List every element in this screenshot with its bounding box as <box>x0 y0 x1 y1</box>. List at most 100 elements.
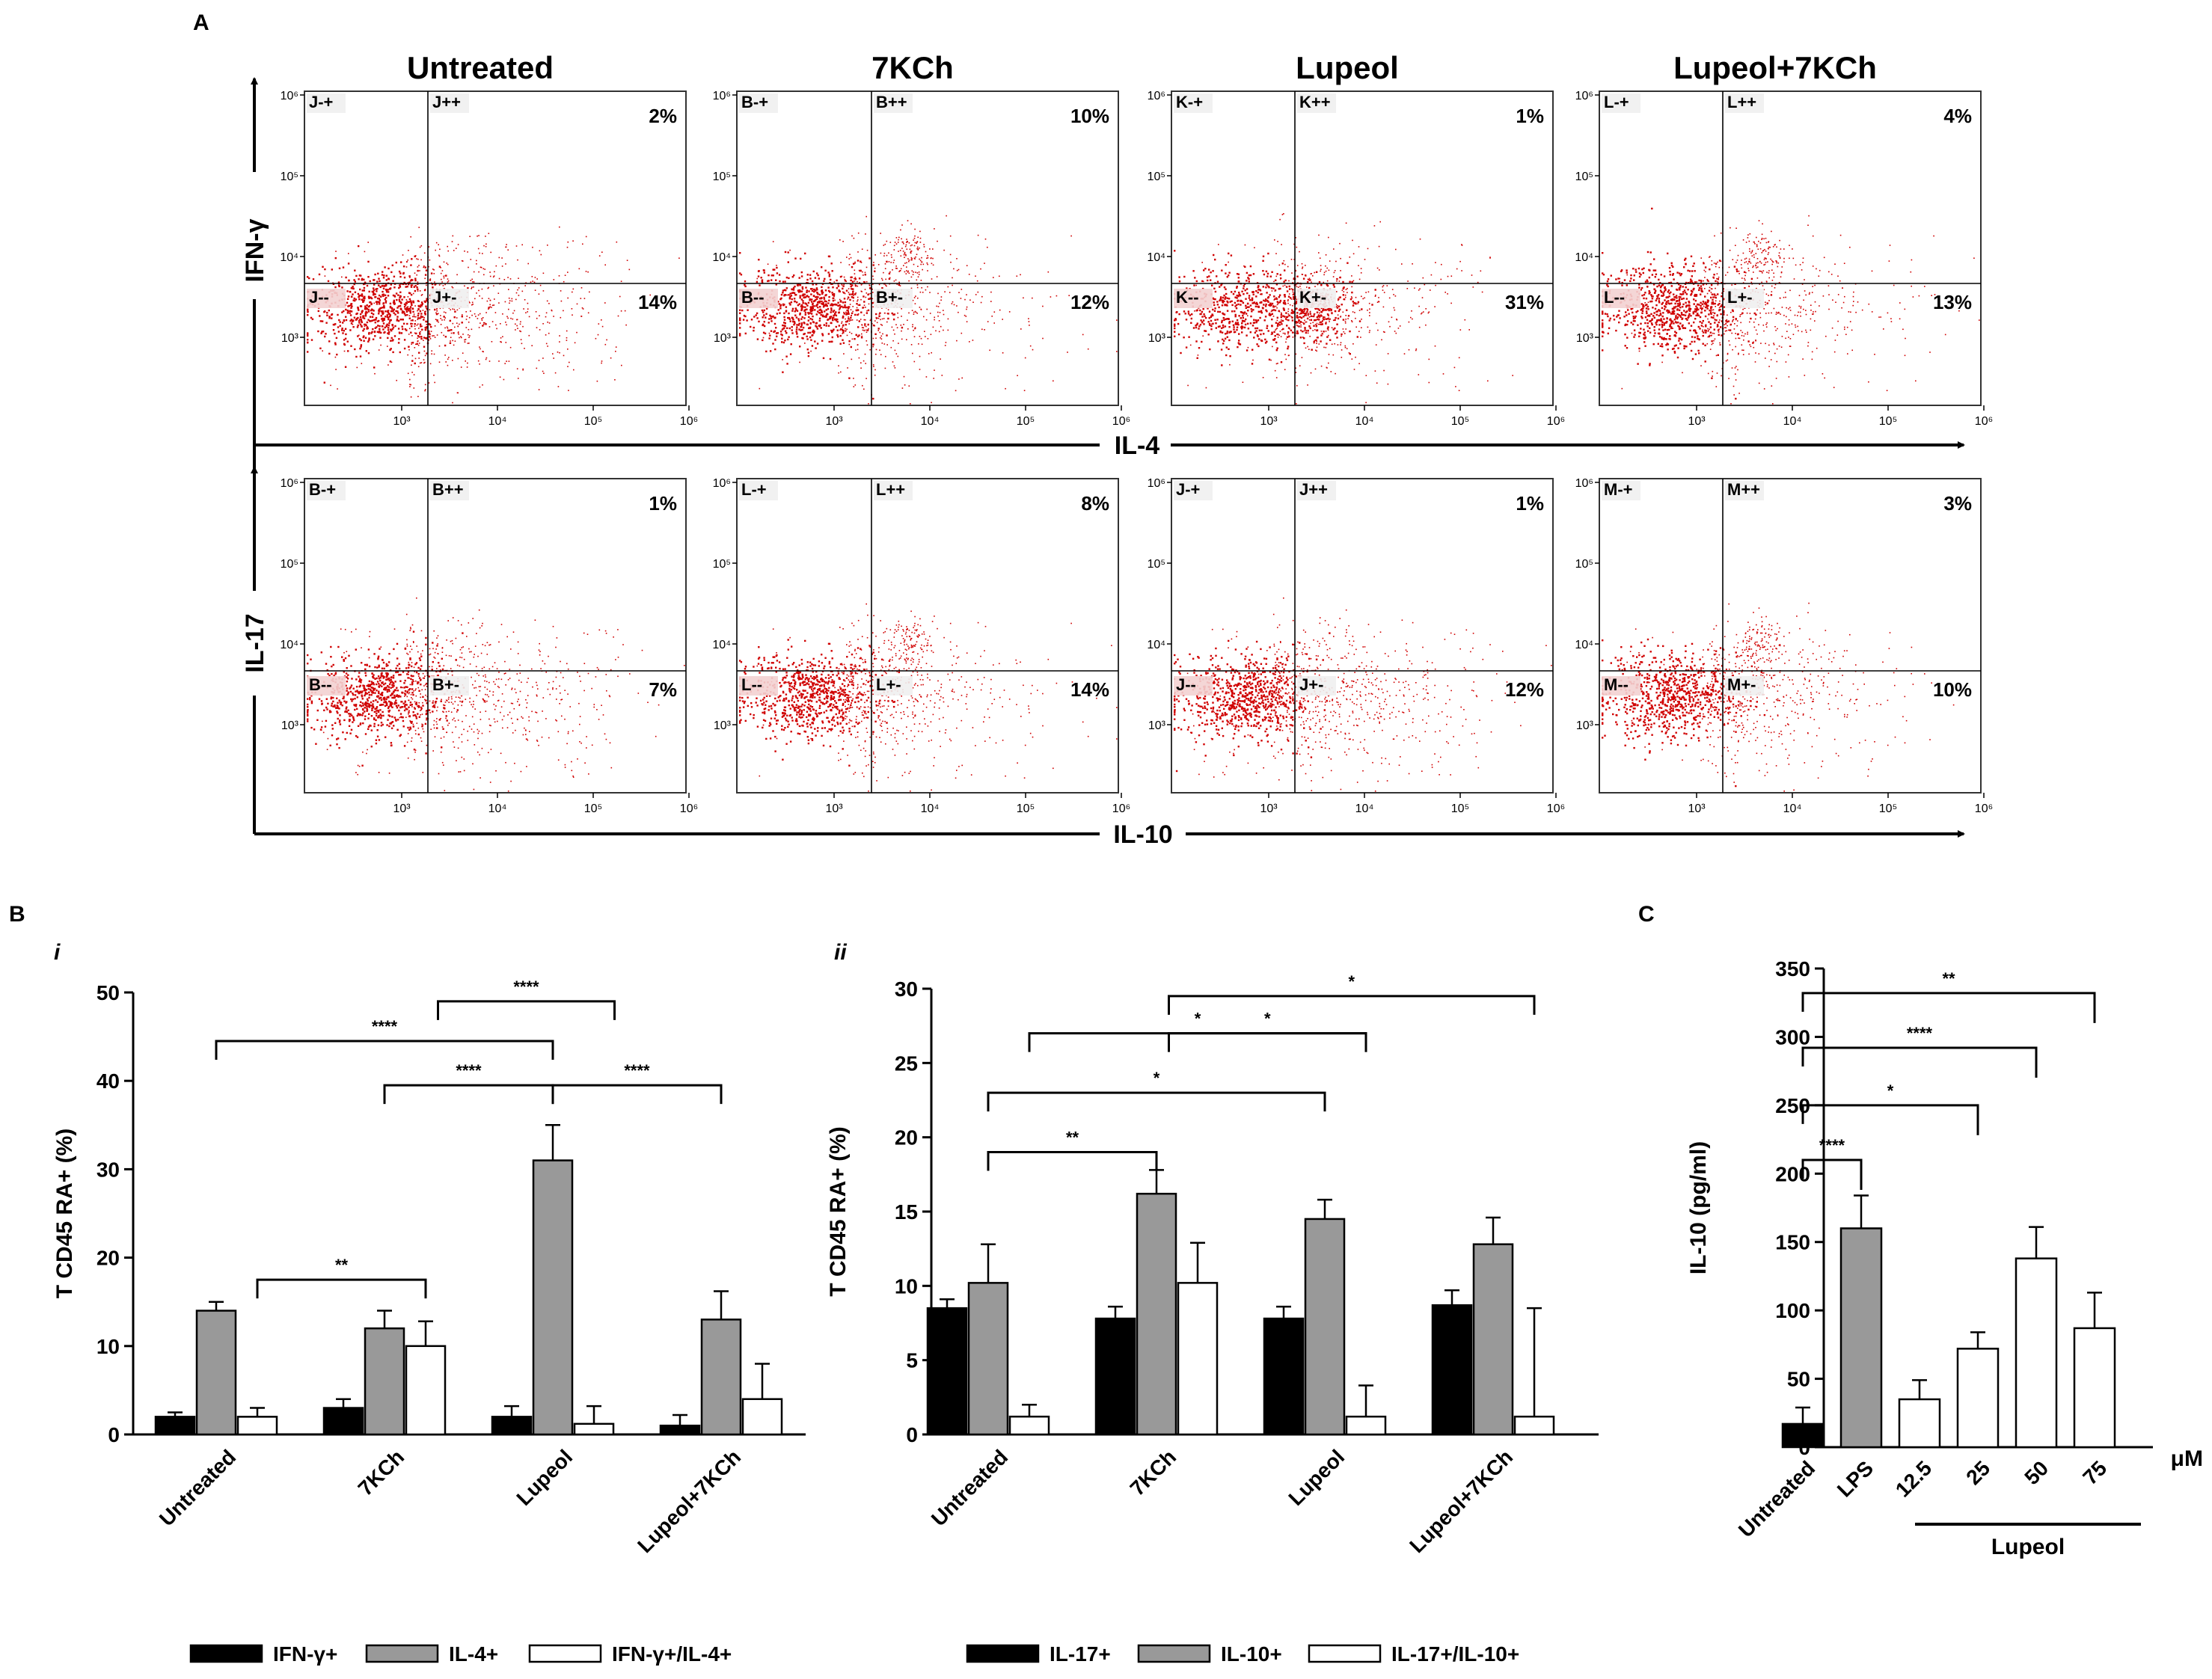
event-dot <box>793 321 796 323</box>
event-dot <box>1421 313 1422 315</box>
event-dot <box>1325 346 1327 349</box>
event-dot <box>1779 239 1780 242</box>
event-dot <box>1676 313 1679 316</box>
plot-frame <box>304 90 687 406</box>
x-tick-label: 10³ <box>825 415 843 428</box>
event-dot <box>1017 375 1018 376</box>
event-dot <box>434 337 436 338</box>
event-dot <box>1395 332 1397 334</box>
event-dot <box>940 296 943 298</box>
event-dot <box>359 313 362 316</box>
event-dot <box>854 338 856 340</box>
event-dot <box>1743 349 1744 352</box>
event-dot <box>824 269 827 271</box>
event-dot <box>1235 307 1238 310</box>
event-dot <box>1277 241 1278 242</box>
event-dot <box>1602 310 1604 313</box>
event-dot <box>508 289 509 290</box>
event-dot <box>1287 347 1289 350</box>
event-dot <box>1338 280 1341 282</box>
event-dot <box>840 371 842 373</box>
event-dot <box>804 306 806 308</box>
event-dot <box>450 329 453 331</box>
event-dot <box>1715 319 1718 322</box>
event-dot <box>411 342 413 343</box>
event-dot <box>852 292 854 294</box>
event-dot <box>1738 352 1739 354</box>
event-dot <box>739 312 741 314</box>
event-dot <box>848 293 851 295</box>
event-dot <box>1343 298 1346 301</box>
event-dot <box>1715 280 1717 283</box>
event-dot <box>1668 267 1671 269</box>
event-dot <box>1361 327 1362 328</box>
event-dot <box>903 243 904 245</box>
event-dot <box>758 259 760 261</box>
event-dot <box>890 262 892 263</box>
event-dot <box>379 325 381 328</box>
event-dot <box>864 323 866 325</box>
event-dot <box>363 335 365 337</box>
event-dot <box>566 340 568 341</box>
event-dot <box>1183 275 1186 278</box>
event-dot <box>1248 297 1251 299</box>
event-dot <box>1201 310 1204 313</box>
event-dot <box>987 321 989 322</box>
event-dot <box>1299 251 1300 253</box>
event-dot <box>1257 289 1260 291</box>
event-dot <box>1727 320 1730 322</box>
event-dot <box>1284 318 1287 320</box>
event-dot <box>527 308 529 310</box>
event-dot <box>864 274 866 276</box>
event-dot <box>1271 318 1273 321</box>
event-dot <box>744 280 747 283</box>
event-dot <box>1738 273 1740 274</box>
event-dot <box>485 358 487 360</box>
event-dot <box>405 299 408 301</box>
event-dot <box>1748 260 1750 263</box>
event-dot <box>1652 315 1655 317</box>
event-dot <box>598 255 601 257</box>
event-dot <box>469 335 471 337</box>
event-dot <box>424 301 426 303</box>
event-dot <box>424 266 426 268</box>
event-dot <box>412 300 414 302</box>
event-dot <box>910 257 913 259</box>
event-dot <box>1345 222 1347 224</box>
event-dot <box>382 290 384 293</box>
event-dot <box>521 343 523 345</box>
event-dot <box>352 293 354 295</box>
event-dot <box>1819 305 1820 307</box>
event-dot <box>1670 262 1673 264</box>
event-dot <box>1770 258 1771 260</box>
event-dot <box>1761 237 1763 239</box>
event-dot <box>1753 265 1754 267</box>
event-dot <box>1807 345 1809 347</box>
event-dot <box>1827 285 1830 286</box>
event-dot <box>417 307 420 310</box>
event-dot <box>1271 271 1273 273</box>
event-dot <box>485 357 488 359</box>
event-dot <box>396 307 399 309</box>
event-dot <box>1056 295 1058 297</box>
event-dot <box>972 340 974 341</box>
event-dot <box>815 326 818 328</box>
event-dot <box>1419 288 1421 289</box>
event-dot <box>1240 328 1243 330</box>
event-dot <box>1638 347 1640 350</box>
event-dot <box>1290 311 1293 313</box>
event-dot <box>1665 344 1667 346</box>
event-dot <box>1694 318 1697 320</box>
event-dot <box>1224 337 1227 340</box>
event-dot <box>1369 312 1370 313</box>
event-dot <box>443 277 445 279</box>
event-dot <box>1367 310 1368 311</box>
event-dot <box>1008 311 1011 313</box>
event-dot <box>801 328 803 331</box>
event-dot <box>459 337 460 339</box>
event-dot <box>1739 314 1741 316</box>
event-dot <box>417 300 420 302</box>
event-dot <box>582 308 584 310</box>
event-dot <box>829 357 832 360</box>
event-dot <box>798 289 800 292</box>
